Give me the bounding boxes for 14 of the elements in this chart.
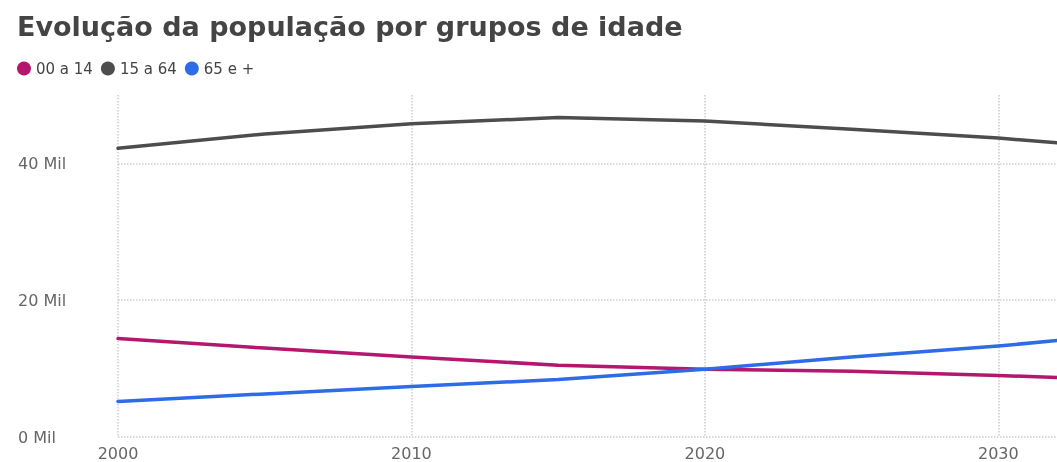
line-series bbox=[116, 338, 1057, 404]
x-tick-label: 2000 bbox=[97, 443, 139, 462]
x-tick-label: 2020 bbox=[684, 443, 726, 462]
x-tick-label: 2010 bbox=[391, 443, 432, 462]
y-tick-label: 0 Mil bbox=[18, 427, 56, 447]
legend-label: 65 e + bbox=[203, 59, 255, 78]
y-tick-label: 20 Mil bbox=[18, 290, 67, 310]
x-tick-label: 2030 bbox=[977, 443, 1019, 462]
legend-label: 00 a 14 bbox=[36, 59, 93, 78]
line-series bbox=[116, 115, 1057, 151]
line-series bbox=[116, 336, 1057, 380]
y-tick-label: 40 Mil bbox=[18, 153, 67, 173]
chart-title: Evolução da população por grupos de idade bbox=[17, 11, 683, 42]
legend-label: 15 a 64 bbox=[119, 59, 177, 78]
